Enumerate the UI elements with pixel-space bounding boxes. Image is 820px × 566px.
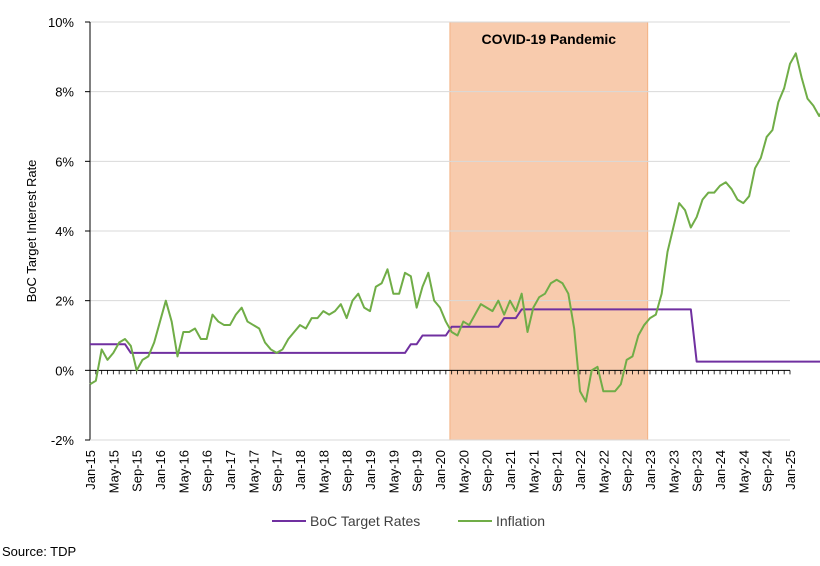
x-tick-label: Jan-21 [503, 450, 518, 490]
boc-target-rates-line [90, 308, 820, 363]
x-tick-label: May-24 [736, 450, 751, 493]
x-tick-label: Sep-20 [480, 450, 495, 492]
x-tick-label: Sep-17 [270, 450, 285, 492]
y-tick-label: 10% [48, 15, 74, 30]
x-tick-label: Sep-24 [760, 450, 775, 492]
legend-item-inflation: Inflation [496, 513, 545, 529]
x-tick-label: Jan-24 [713, 450, 728, 490]
y-tick-label: 8% [55, 85, 74, 100]
labels: -2% 0% 2% 4% 6% 8% 10% Jan-15 May-15 Sep-15 Jan-16… [24, 15, 798, 493]
source-note: Source: TDP [2, 544, 77, 559]
y-tick-label: -2% [51, 433, 75, 448]
y-tick-label: 0% [55, 363, 74, 378]
legend: BoC Target Rates Inflation [272, 513, 545, 529]
series-lines [89, 52, 820, 403]
x-tick-label: May-15 [106, 450, 121, 493]
gridlines [90, 21, 790, 441]
x-tick-label: Jan-18 [293, 450, 308, 490]
axes [85, 21, 791, 441]
y-tick-label: 2% [55, 294, 74, 309]
x-tick-label: Jan-23 [643, 450, 658, 490]
y-axis-title: BoC Target Interest Rate [24, 160, 39, 303]
x-tick-label: May-23 [666, 450, 681, 493]
x-tick-label: Jan-20 [433, 450, 448, 490]
x-tick-label: May-21 [526, 450, 541, 493]
x-tick-label: May-16 [176, 450, 191, 493]
x-tick-label: Jan-16 [153, 450, 168, 490]
y-tick-label: 6% [55, 154, 74, 169]
x-tick-label: May-22 [596, 450, 611, 493]
x-tick-label: Jan-17 [223, 450, 238, 490]
x-tick-label: May-20 [456, 450, 471, 493]
x-tick-label: Sep-15 [130, 450, 145, 492]
x-tick-label: May-17 [246, 450, 261, 493]
x-tick-label: Sep-16 [200, 450, 215, 492]
x-tick-label: May-19 [386, 450, 401, 493]
inflation-line [89, 52, 820, 403]
x-tick-label: May-18 [316, 450, 331, 493]
x-tick-label: Jan-25 [783, 450, 798, 490]
legend-item-boc-target-rates: BoC Target Rates [310, 513, 420, 529]
x-tick-label: Sep-22 [620, 450, 635, 492]
y-tick-label: 4% [55, 224, 74, 239]
x-tick-label: Sep-21 [550, 450, 565, 492]
covid-annotation-label: COVID-19 Pandemic [481, 31, 616, 47]
x-tick-label: Jan-19 [363, 450, 378, 490]
x-tick-label: Jan-22 [573, 450, 588, 490]
x-tick-label: Jan-15 [83, 450, 98, 490]
x-tick-label: Sep-19 [410, 450, 425, 492]
x-tick-label: Sep-18 [340, 450, 355, 492]
x-tick-label: Sep-23 [690, 450, 705, 492]
